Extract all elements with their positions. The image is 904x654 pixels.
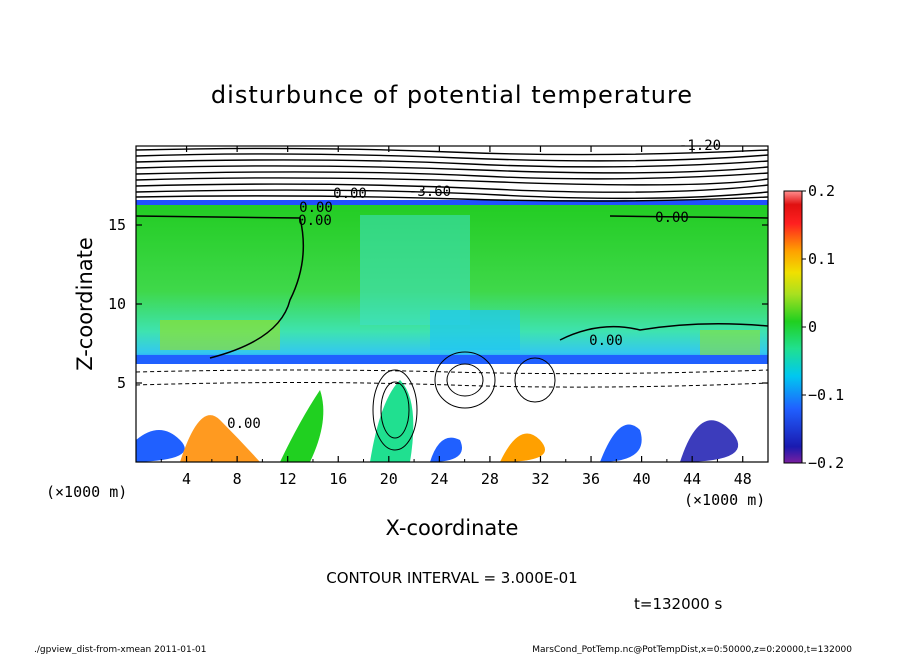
colorbar-tick-label: −0.2	[808, 454, 844, 472]
x-tick-label: 28	[481, 470, 499, 488]
footer-right: MarsCond_PotTemp.nc@PotTempDist,x=0:5000…	[532, 645, 852, 654]
y-tick-label: 10	[108, 295, 126, 313]
y-axis-label: Z-coordinate	[73, 237, 97, 371]
x-tick-label: 48	[734, 470, 752, 488]
time-text: t=132000 s	[634, 595, 722, 613]
x-tick-label: 16	[329, 470, 347, 488]
cyan-patch-2	[430, 310, 520, 350]
contour-label: -3.60	[409, 184, 451, 200]
yellowgreen-patch-2	[700, 330, 760, 355]
x-tick-label: 44	[683, 470, 701, 488]
y-tick-label: 5	[117, 374, 126, 392]
colorbar-tick-label: 0.2	[808, 182, 835, 200]
footer-left: ./gpview_dist-from-xmean 2011-01-01	[34, 645, 206, 654]
contour-label: 0.00	[299, 200, 333, 216]
colorbar-tick-label: 0	[808, 318, 817, 336]
x-unit-label-right: (×1000 m)	[684, 491, 765, 509]
contour-interval-text: CONTOUR INTERVAL = 3.000E-01	[326, 569, 577, 587]
y-axis-ticks: 5 10 15	[108, 216, 768, 392]
colorbar-ticks: 0.2 0.1 0 −0.1 −0.2	[802, 182, 844, 472]
contour-label: -1.20	[679, 138, 721, 154]
x-axis-label: X-coordinate	[386, 516, 519, 540]
contour-label: 0.00	[227, 416, 261, 432]
blue-strip-bottom	[136, 355, 768, 364]
chart-title: disturbunce of potential temperature	[211, 81, 693, 109]
contour-label: 0.00	[655, 210, 689, 226]
lower-contour-lines	[136, 351, 768, 451]
contour-label: 0.00	[298, 213, 332, 229]
plot-area	[136, 146, 768, 462]
y-tick-label: 15	[108, 216, 126, 234]
contour-labels: 0.00 0.000.000.000.000.00 -3.60-1.20	[227, 138, 721, 432]
x-tick-label: 32	[531, 470, 549, 488]
colorbar-tick-label: −0.1	[808, 386, 844, 404]
x-tick-label: 8	[233, 470, 242, 488]
x-tick-label: 36	[582, 470, 600, 488]
x-tick-label: 20	[380, 470, 398, 488]
colorbar	[783, 190, 803, 464]
contour-label: 0.00	[333, 186, 367, 202]
upper-contour-lines	[136, 147, 768, 202]
x-tick-label: 4	[182, 470, 191, 488]
x-axis-ticks: 4 8 12 16 20 24 28 32 36 40 44 48	[160, 146, 752, 488]
contour-label: 0.00	[589, 333, 623, 349]
zero-contour-line	[136, 215, 768, 359]
yellowgreen-patch	[160, 320, 280, 350]
x-unit-label-left: (×1000 m)	[46, 483, 127, 501]
colorbar-tick-label: 0.1	[808, 250, 835, 268]
x-tick-label: 24	[430, 470, 448, 488]
cyan-patch	[360, 215, 470, 325]
blue-strip-top	[136, 200, 768, 205]
x-tick-label: 12	[279, 470, 297, 488]
x-tick-label: 40	[633, 470, 651, 488]
lower-colored-plumes	[136, 380, 739, 462]
